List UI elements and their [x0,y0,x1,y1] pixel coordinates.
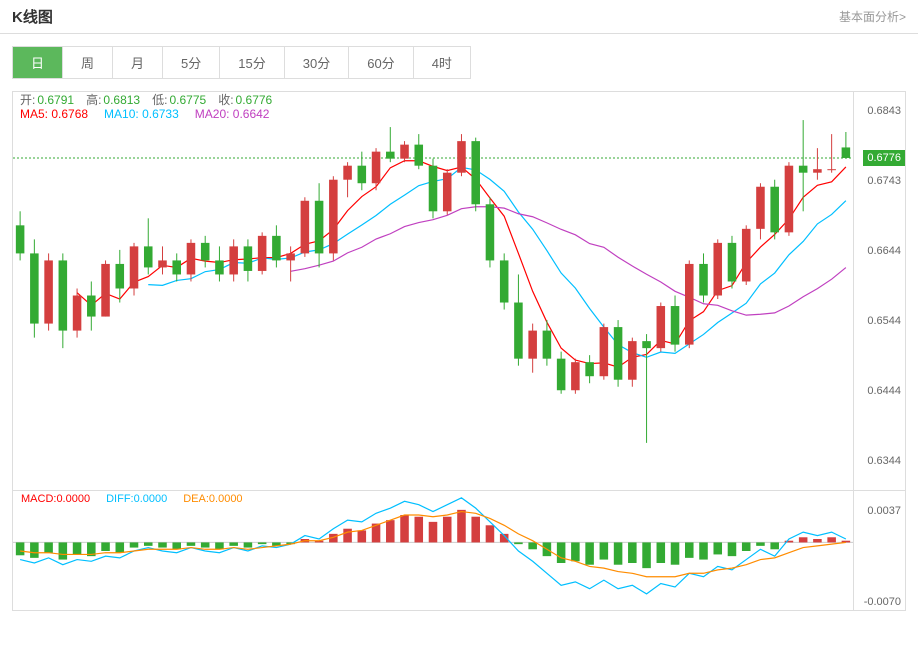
tab-日[interactable]: 日 [13,47,63,78]
tab-5分[interactable]: 5分 [163,47,220,78]
tab-60分[interactable]: 60分 [349,47,413,78]
tab-4时[interactable]: 4时 [414,47,470,78]
tab-周[interactable]: 周 [63,47,113,78]
macd-chart[interactable]: MACD:0.0000DIFF:0.0000DEA:0.0000 0.0037-… [12,491,906,611]
timeframe-tabs: 日周月5分15分30分60分4时 [12,46,471,79]
macd-labels: MACD:0.0000DIFF:0.0000DEA:0.0000 [21,493,259,505]
ohlc-row: 开:0.6791 高:0.6813 低:0.6775 收:0.6776 [20,91,274,108]
tab-30分[interactable]: 30分 [285,47,349,78]
fundamental-analysis-link[interactable]: 基本面分析> [839,8,906,25]
chart-title: K线图 [12,6,53,27]
ma-row: MA5: 0.6768MA10: 0.6733MA20: 0.6642 [20,107,285,121]
tab-月[interactable]: 月 [113,47,163,78]
candlestick-chart[interactable]: 0.68430.67430.66440.65440.64440.63440.67… [12,91,906,491]
tab-15分[interactable]: 15分 [220,47,284,78]
